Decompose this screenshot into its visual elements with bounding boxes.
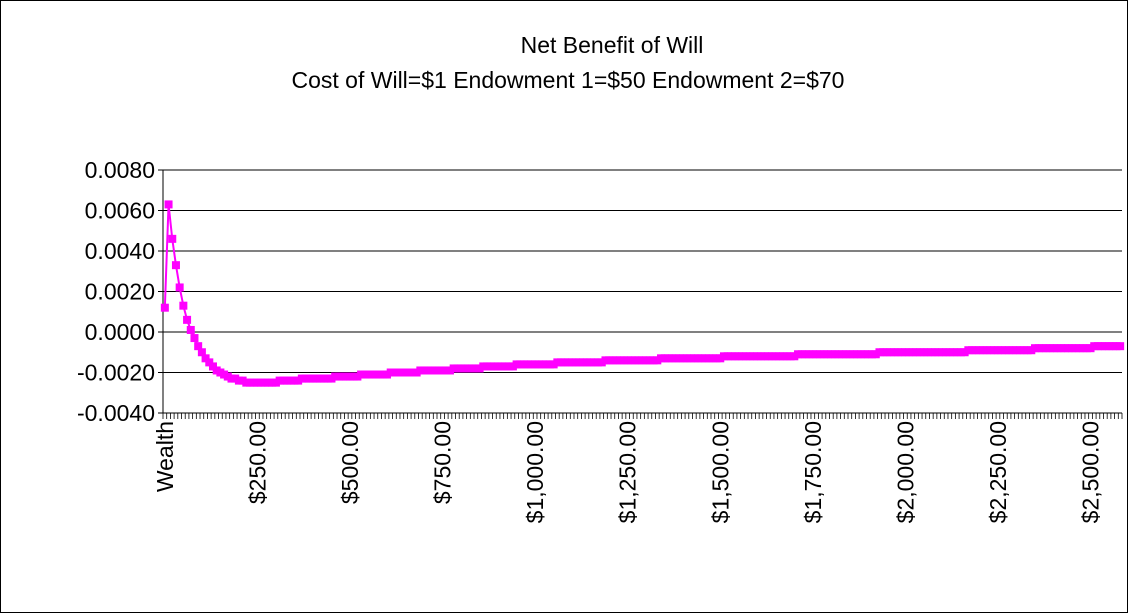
x-tick-label: $2,250.00 (985, 421, 1011, 523)
y-tick-label: -0.0040 (77, 400, 155, 426)
data-marker (190, 334, 199, 343)
chart-title: Net Benefit of Will (521, 32, 704, 58)
x-tick-label: $250.00 (244, 421, 270, 504)
data-marker (168, 234, 177, 243)
x-tick-label: $1,500.00 (707, 421, 733, 523)
x-tick-label: $1,000.00 (522, 421, 548, 523)
data-marker (183, 315, 192, 324)
data-marker (205, 358, 214, 367)
data-marker (171, 261, 180, 270)
data-marker (164, 200, 173, 209)
data-marker (179, 301, 188, 310)
x-tick-label: $1,750.00 (800, 421, 826, 523)
data-marker (186, 325, 195, 334)
x-tick-label: $2,000.00 (892, 421, 918, 523)
y-tick-label: 0.0060 (85, 198, 155, 224)
y-tick-label: 0.0040 (85, 238, 155, 264)
data-marker (160, 303, 169, 312)
x-tick-label: $1,250.00 (615, 421, 641, 523)
y-tick-label: 0.0080 (85, 157, 155, 183)
data-marker (201, 354, 210, 363)
data-marker (208, 362, 217, 371)
x-tick-label: Wealth (152, 421, 178, 492)
data-marker (194, 342, 203, 351)
y-tick-label: 0.0000 (85, 319, 155, 345)
y-tick-label: 0.0020 (85, 279, 155, 305)
y-tick-label: -0.0020 (77, 360, 155, 386)
x-tick-label: $750.00 (430, 421, 456, 504)
x-tick-label: $500.00 (337, 421, 363, 504)
data-marker (1116, 342, 1125, 351)
data-marker (175, 283, 184, 292)
chart-subtitle: Cost of Will=$1 Endowment 1=$50 Endowmen… (292, 67, 845, 93)
x-tick-label: $2,500.00 (1078, 421, 1104, 523)
data-marker (197, 348, 206, 357)
